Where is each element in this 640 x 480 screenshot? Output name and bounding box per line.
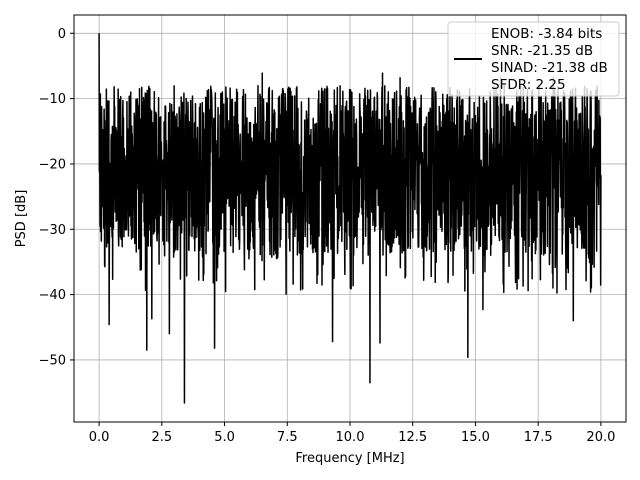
x-tick-label: 20.0 — [586, 430, 615, 445]
x-tick-label: 17.5 — [524, 430, 553, 445]
y-tick-label: −10 — [39, 92, 66, 107]
legend-sfdr: SFDR: 2.25 — [491, 77, 566, 93]
y-tick-label: −50 — [39, 353, 66, 368]
y-tick-label: −20 — [39, 157, 66, 172]
psd-trace — [98, 33, 602, 404]
x-tick-label: 7.5 — [277, 430, 298, 445]
x-axis-label: Frequency [MHz] — [295, 451, 404, 466]
y-axis-ticks: 0 −10 −20 −30 −40 −50 — [39, 27, 74, 368]
y-tick-label: 0 — [58, 27, 66, 42]
y-axis-label: PSD [dB] — [14, 190, 29, 248]
legend-sinad: SINAD: -21.38 dB — [491, 60, 608, 76]
series-line — [98, 33, 602, 404]
x-tick-label: 0.0 — [89, 430, 110, 445]
x-axis-ticks: 0.0 2.5 5.0 7.5 10.0 12.5 15.0 17.5 20.0 — [89, 422, 615, 445]
legend-box — [447, 21, 620, 97]
x-tick-label: 12.5 — [398, 430, 427, 445]
x-tick-label: 15.0 — [461, 430, 490, 445]
legend-enob: ENOB: -3.84 bits — [491, 26, 602, 42]
y-tick-label: −40 — [39, 288, 66, 303]
legend-snr: SNR: -21.35 dB — [491, 43, 593, 59]
x-tick-label: 5.0 — [214, 430, 235, 445]
legend: ENOB: -3.84 bits SNR: -21.35 dB SINAD: -… — [447, 21, 620, 97]
x-tick-label: 10.0 — [336, 430, 365, 445]
x-tick-label: 2.5 — [151, 430, 172, 445]
y-tick-label: −30 — [39, 223, 66, 238]
